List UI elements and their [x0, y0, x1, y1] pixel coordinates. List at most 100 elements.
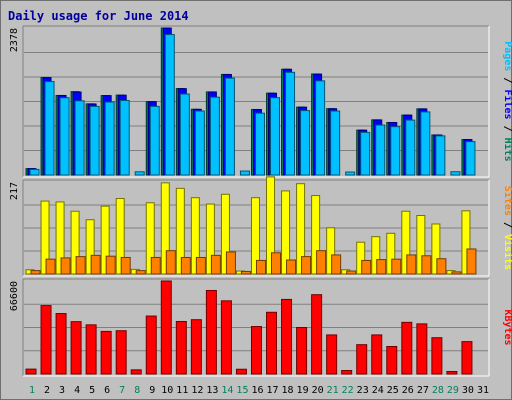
day-label-6: 6: [104, 385, 110, 396]
bar-sites-day-10: [165, 250, 176, 275]
bar-sites-day-26: [406, 254, 417, 275]
bar-sites-day-17: [271, 252, 282, 275]
bar-pages-day-24: [375, 124, 386, 176]
bar-pages-day-5: [89, 105, 100, 176]
day-label-11: 11: [176, 385, 188, 396]
bar-visits-day-24: [371, 236, 381, 275]
panel-1-legend: Pages / Files / Hits: [502, 41, 512, 161]
legend-kbytes: KBytes: [502, 309, 512, 345]
bar-pages-day-4: [74, 100, 85, 176]
bar-pages-day-12: [194, 110, 205, 176]
bar-sites-day-5: [90, 254, 101, 275]
bar-pages-day-21: [330, 110, 341, 176]
bar-kbytes-day-12: [190, 319, 202, 375]
day-label-5: 5: [89, 385, 95, 396]
legend-pages: Pages: [502, 41, 512, 71]
day-label-3: 3: [59, 385, 65, 396]
bar-sites-day-8: [135, 270, 146, 275]
bar-pages-day-2: [44, 81, 55, 176]
bar-pages-day-6: [104, 101, 115, 176]
bar-sites-day-2: [45, 258, 56, 275]
bar-sites-day-25: [391, 258, 402, 275]
legend-separator: /: [502, 120, 512, 138]
bar-sites-day-16: [255, 259, 266, 275]
panel-3-max-label: 66600: [9, 281, 20, 311]
bar-sites-day-4: [75, 256, 86, 275]
bar-visits-day-18: [281, 190, 291, 275]
bar-visits-day-17: [266, 176, 276, 275]
bar-pages-day-26: [405, 119, 416, 176]
bar-sites-day-19: [301, 256, 312, 275]
day-label-22: 22: [342, 385, 354, 396]
day-label-26: 26: [402, 385, 414, 396]
bar-kbytes-day-29: [446, 370, 458, 375]
day-label-15: 15: [236, 385, 248, 396]
bar-sites-day-1: [30, 270, 41, 275]
day-label-4: 4: [74, 385, 80, 396]
day-label-29: 29: [447, 385, 459, 396]
day-label-24: 24: [372, 385, 384, 396]
bar-kbytes-day-30: [461, 341, 473, 375]
bar-kbytes-day-10: [160, 280, 172, 375]
bar-kbytes-day-22: [341, 370, 353, 375]
bar-pages-day-28: [435, 135, 446, 176]
bar-kbytes-day-14: [220, 300, 232, 375]
bar-pages-day-9: [149, 105, 160, 176]
legend-separator: /: [502, 71, 512, 89]
bar-sites-day-23: [361, 259, 372, 275]
bar-visits-day-10: [160, 182, 170, 275]
panel-3-legend: KBytes: [502, 309, 512, 345]
bar-pages-day-20: [315, 80, 326, 176]
bar-pages-day-1: [29, 168, 40, 176]
bar-sites-day-28: [436, 258, 447, 275]
day-label-27: 27: [417, 385, 429, 396]
legend-hits: Hits: [502, 138, 512, 162]
bar-sites-day-12: [195, 256, 206, 275]
bar-visits-day-20: [311, 195, 321, 275]
bar-sites-day-14: [225, 251, 236, 275]
bar-kbytes-day-19: [296, 327, 308, 375]
bar-pages-day-27: [420, 111, 431, 176]
bar-pages-day-8: [134, 171, 145, 176]
bar-pages-day-30: [465, 141, 476, 176]
bar-visits-day-27: [416, 214, 426, 275]
bar-visits-day-16: [250, 197, 260, 275]
legend-visits: Visits: [502, 234, 512, 270]
bar-sites-day-21: [331, 254, 342, 275]
day-label-2: 2: [44, 385, 50, 396]
bar-kbytes-day-27: [416, 323, 428, 375]
bar-pages-day-15: [239, 170, 250, 176]
bar-visits-day-2: [40, 200, 50, 275]
day-label-12: 12: [191, 385, 203, 396]
bar-kbytes-day-18: [281, 298, 293, 375]
bar-kbytes-day-7: [115, 330, 127, 375]
bar-visits-day-14: [220, 193, 230, 275]
bar-sites-day-29: [451, 271, 462, 275]
bar-kbytes-day-8: [130, 369, 142, 375]
bar-sites-day-22: [346, 270, 357, 275]
bar-visits-day-30: [461, 210, 471, 275]
bar-kbytes-day-3: [55, 313, 67, 375]
bar-sites-day-11: [180, 256, 191, 275]
bar-pages-day-17: [270, 97, 281, 176]
bar-pages-day-10: [164, 34, 175, 176]
bar-kbytes-day-13: [205, 289, 217, 375]
bar-pages-day-18: [285, 71, 296, 176]
bar-pages-day-16: [254, 112, 265, 176]
day-label-31: 31: [477, 385, 489, 396]
bar-pages-day-3: [59, 97, 70, 176]
day-label-9: 9: [149, 385, 155, 396]
day-label-14: 14: [221, 385, 233, 396]
day-label-25: 25: [387, 385, 399, 396]
bar-visits-day-4: [70, 210, 80, 275]
bar-sites-day-9: [150, 256, 161, 275]
bar-pages-day-7: [119, 100, 130, 176]
bar-pages-day-11: [179, 93, 190, 176]
day-label-8: 8: [134, 385, 140, 396]
bar-kbytes-day-25: [386, 345, 398, 375]
day-label-17: 17: [266, 385, 278, 396]
bar-pages-day-23: [360, 131, 371, 176]
bar-visits-day-26: [401, 210, 411, 275]
bar-kbytes-day-20: [311, 294, 323, 375]
